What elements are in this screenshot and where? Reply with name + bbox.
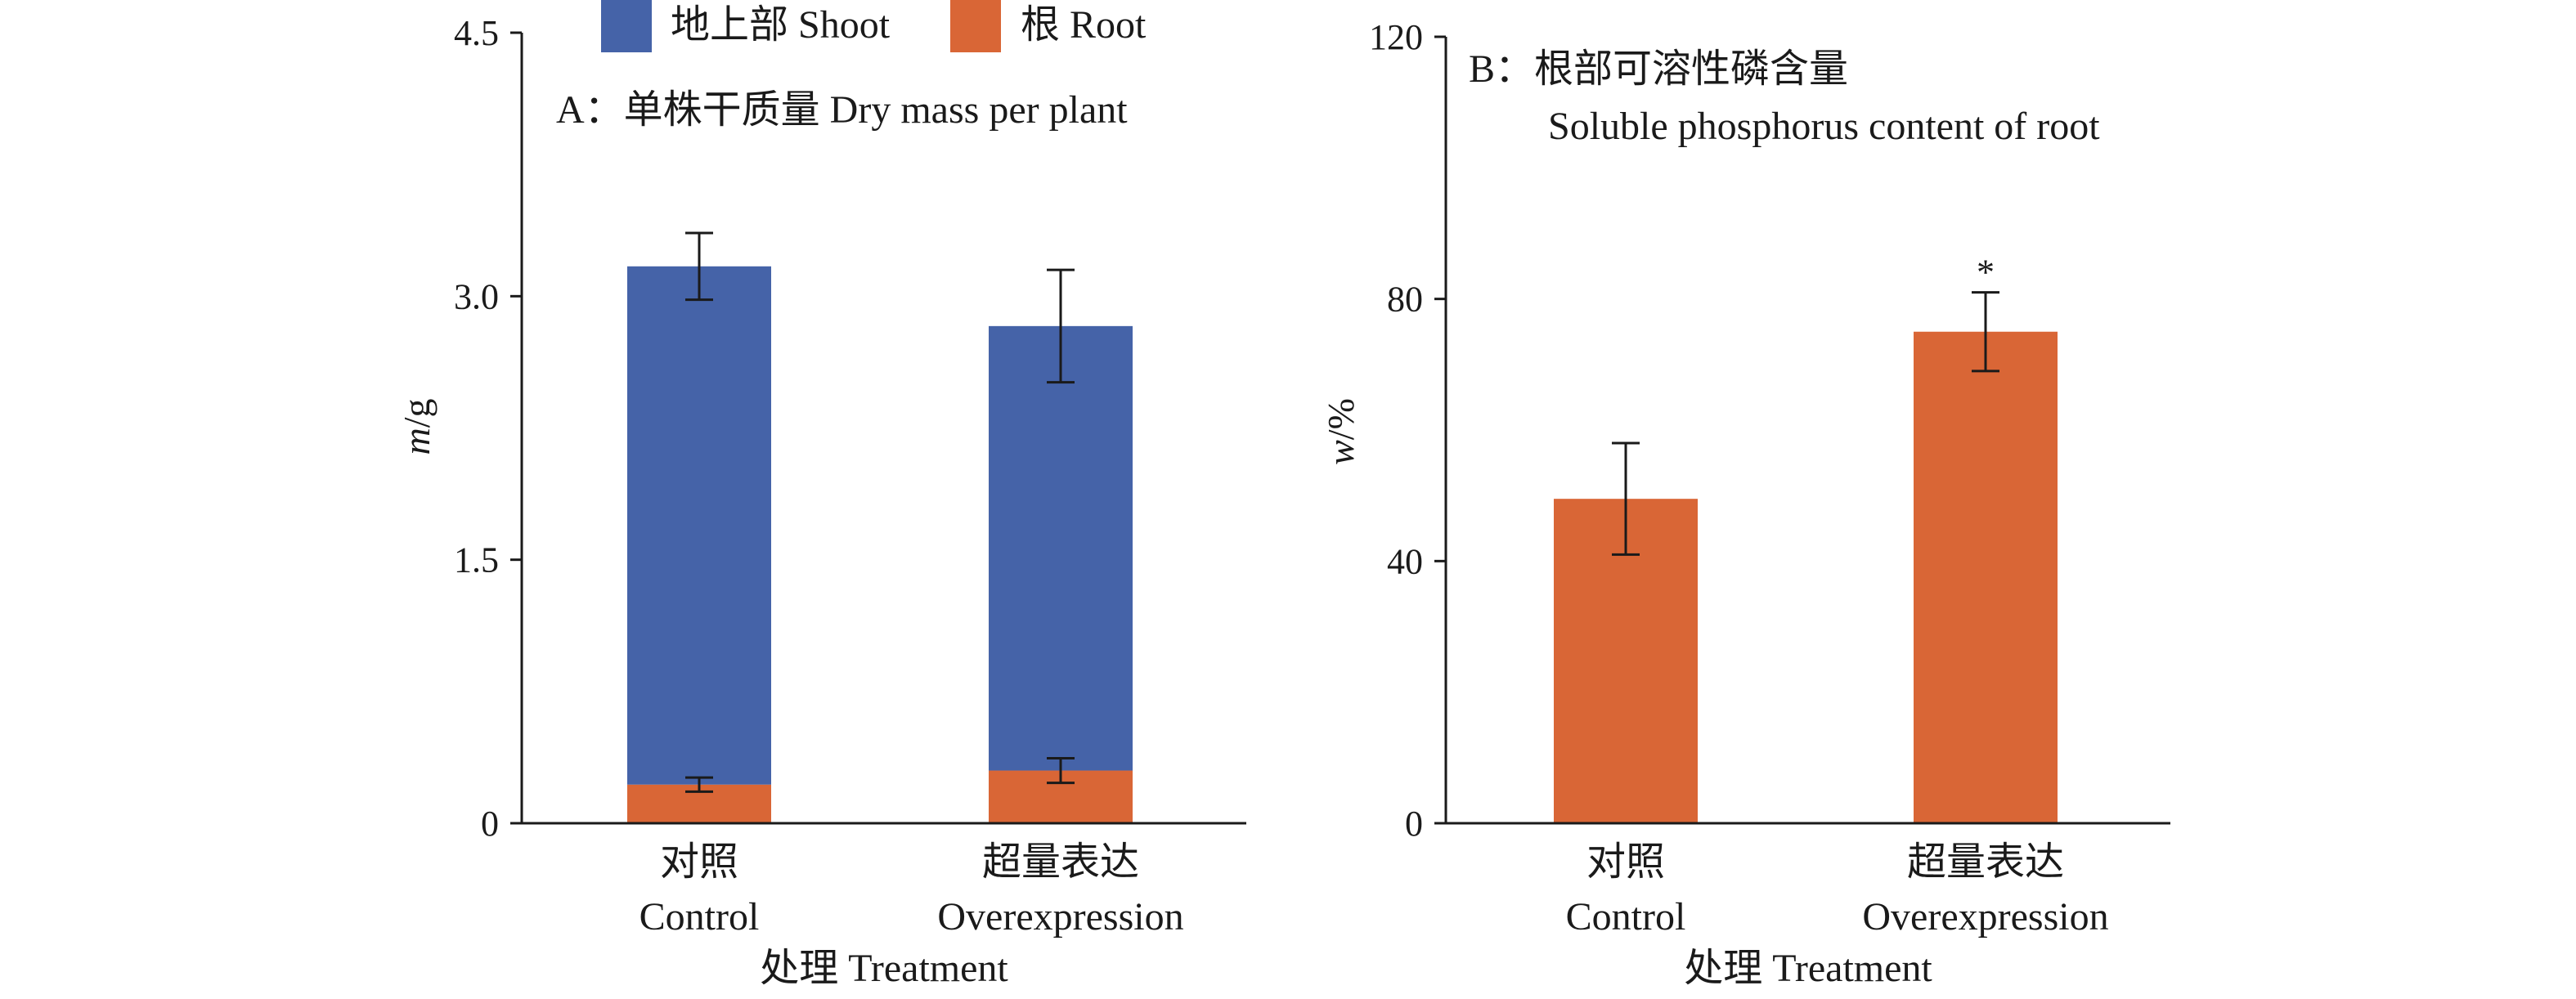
chart-b-title-line2: Soluble phosphorus content of root — [1548, 105, 2100, 148]
chart-b-y-axis-label: w/% — [1320, 398, 1362, 465]
chart-a-error-bar — [685, 776, 713, 793]
chart-a-y-tick-label: 0 — [481, 804, 499, 844]
chart-a-error-bar — [1047, 268, 1075, 384]
legend-swatch-root — [950, 0, 1001, 52]
chart-b-y-tick-label: 0 — [1405, 804, 1423, 844]
legend-swatch-shoot — [601, 0, 652, 52]
chart-a-y-tick-label: 4.5 — [454, 13, 499, 53]
chart-b: * 0 40 80 120 B：根部可溶性磷含量 Soluble phosphorus… — [1320, 17, 2170, 990]
legend-label-shoot: 地上部 Shoot — [671, 3, 891, 47]
chart-a-y-axis-label: m/g — [396, 398, 438, 455]
chart-a-title: A：单株干质量 Dry mass per plant — [556, 88, 1128, 132]
chart-a-category-label-en: Control — [640, 895, 760, 939]
chart-b-title-line1: B：根部可溶性磷含量 — [1469, 47, 1848, 91]
chart-a-x-axis-label: 处理 Treatment — [760, 947, 1008, 990]
legend-label-root: 根 Root — [1021, 3, 1147, 47]
chart-b-y-tick-label: 40 — [1387, 541, 1423, 581]
chart-a-y-tick-label: 1.5 — [454, 540, 499, 580]
chart-b-category-label-en: Control — [1566, 895, 1686, 939]
chart-a: 0 1.5 3.0 4.5 A：单株干质量 Dry mass per plant m/… — [396, 13, 1246, 990]
chart-a-category-label-en: Overexpression — [937, 895, 1183, 939]
chart-b-error-bar — [1972, 291, 1999, 373]
chart-b-y-tick-label: 120 — [1369, 17, 1423, 57]
chart-a-bar — [989, 325, 1133, 771]
chart-b-x-axis-label: 处理 Treatment — [1684, 947, 1932, 990]
chart-b-category-label: 对照 — [1586, 840, 1665, 884]
chart-b-y-tick-label: 80 — [1387, 280, 1423, 320]
chart-a-error-bar — [1047, 756, 1075, 785]
chart-a-error-bar — [685, 231, 713, 302]
chart-b-category-label-en: Overexpression — [1862, 895, 2108, 939]
chart-b-error-bar — [1612, 441, 1640, 556]
chart-a-bar — [627, 266, 771, 785]
chart-a-y-tick-label: 3.0 — [454, 276, 499, 316]
chart-b-category-label: 超量表达 — [1907, 840, 2064, 884]
chart-b-bar — [1914, 331, 2058, 823]
chart-a-category-label: 对照 — [660, 840, 738, 884]
legend: 地上部 Shoot 根 Root — [601, 0, 1147, 52]
chart-b-significance-mark: * — [1977, 253, 1995, 293]
chart-a-category-label: 超量表达 — [982, 840, 1139, 884]
